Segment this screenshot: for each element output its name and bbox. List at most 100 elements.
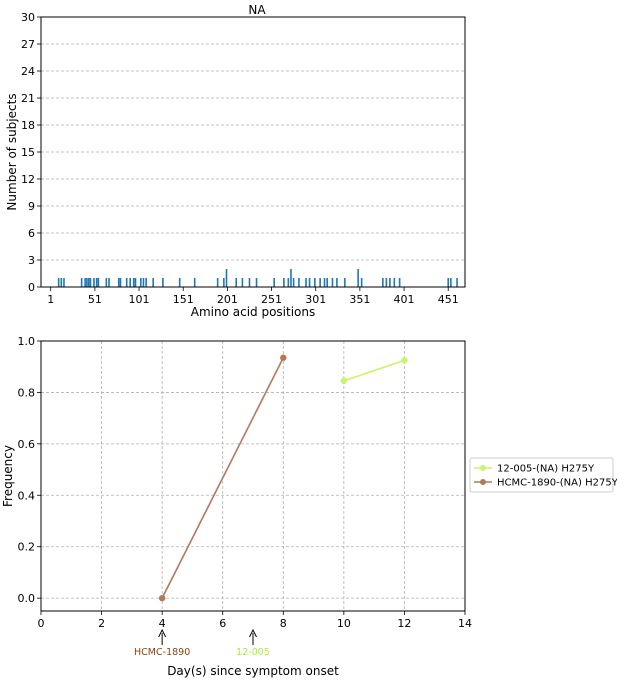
bar [97,278,100,287]
bar [63,278,65,287]
top-x-tick-label: 1 [47,293,54,306]
bar [287,278,290,287]
bar [152,278,154,287]
bar [308,278,311,287]
bar [129,278,132,287]
bottom-x-tick-label: 0 [38,617,45,630]
bottom-x-tick-label: 6 [219,617,226,630]
bar [162,278,164,287]
bar [225,269,228,287]
bar [292,278,295,287]
bar [290,269,292,287]
top-x-tick-label: 51 [88,293,102,306]
top-y-axis-label: Number of subjects [5,93,19,210]
top-y-tick-label: 18 [21,119,35,132]
bottom-plot-frame [40,340,466,612]
bar [273,278,275,287]
bar [235,278,238,287]
bottom-series [158,354,408,602]
bottom-y-ticks: 0.0 0.2 0.4 0.6 0.8 1.0 [18,335,41,605]
bottom-x-tick-label: 10 [337,617,351,630]
bar [331,278,334,287]
bar [398,278,401,287]
top-gridlines [41,43,465,261]
bottom-y-tick-label: 0.8 [18,386,36,399]
top-x-tick-label: 101 [129,293,150,306]
legend-items: 12-005-(NA) H275Y HCMC-1890-(NA) H275Y [474,464,617,489]
bar [336,278,338,287]
bottom-x-tick-label: 14 [458,617,472,630]
top-y-tick-label: 27 [21,38,35,51]
bar [145,278,147,287]
bar [105,278,108,287]
top-x-tick-label: 301 [305,293,326,306]
bar [87,278,90,287]
bar [319,278,321,287]
bottom-y-axis-label: Frequency [1,445,15,507]
series-point [158,594,166,602]
bottom-x-tick-label: 12 [397,617,411,630]
bottom-x-tick-label: 8 [280,617,287,630]
bar [125,278,128,287]
top-y-tick-label: 30 [21,11,35,24]
annotation-label: HCMC-1890 [134,647,190,658]
bar [447,278,450,287]
bar [248,278,251,287]
bar [385,278,388,287]
bar [134,278,137,287]
bar [193,278,196,287]
bar [241,278,244,287]
top-x-tick-label: 201 [217,293,238,306]
bar [89,278,92,287]
bar [456,278,458,287]
bar [255,278,258,287]
bar [60,278,63,287]
bottom-y-tick-label: 0.0 [18,592,36,605]
top-y-tick-label: 24 [21,65,35,78]
legend-box [469,457,614,493]
bottom-y-tick-label: 1.0 [18,335,36,348]
top-y-tick-label: 3 [28,254,35,267]
bottom-y-tick-label: 0.6 [18,438,36,451]
annotation-arrowhead [249,628,257,638]
legend: 12-005-(NA) H275Y HCMC-1890-(NA) H275Y [469,457,617,493]
bottom-annotations: HCMC-1890 12-005 [134,628,270,658]
top-x-tick-label: 451 [438,293,459,306]
bar [323,278,326,287]
bottom-y-tick-label: 0.4 [18,489,36,502]
bar [389,278,391,287]
bottom-x-axis-label: Day(s) since symptom onset [167,664,339,678]
bar [86,278,88,287]
bar [178,278,181,287]
bar [298,278,300,287]
bar [142,278,145,287]
series-point [401,357,408,364]
top-chart-title: NA [248,3,266,17]
legend-label: 12-005-(NA) H275Y [497,464,595,475]
bar [84,278,86,287]
series-line [161,357,285,599]
bar [344,278,346,287]
bar [283,278,285,287]
top-x-tick-label: 351 [349,293,370,306]
top-y-tick-label: 9 [28,200,35,213]
bottom-x-ticks: 0 2 4 6 8 10 12 14 [38,611,472,630]
bar [95,278,98,287]
bottom-gridlines [41,341,465,611]
top-y-tick-label: 0 [28,281,35,294]
top-y-tick-label: 6 [28,227,35,240]
bar [117,278,120,287]
bar [108,278,110,287]
top-y-tick-label: 21 [21,92,35,105]
bottom-x-tick-label: 4 [159,617,166,630]
legend-swatch-marker [480,465,486,471]
top-x-tick-label: 151 [173,293,194,306]
top-x-tick-label: 251 [261,293,282,306]
top-y-tick-label: 15 [21,146,35,159]
bar [140,278,142,287]
bar [119,278,122,287]
annotation-arrowhead [158,628,167,638]
series-point [340,377,348,385]
